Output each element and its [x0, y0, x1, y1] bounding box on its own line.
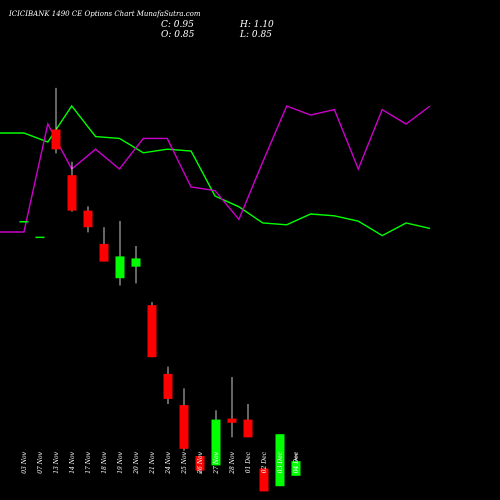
low-label: L: 0.85 — [239, 30, 272, 40]
date-label: 13 Nov — [53, 451, 60, 473]
candle-body — [275, 434, 285, 487]
date-label: 20 Nov — [133, 451, 140, 474]
high-label: H: 1.10 — [239, 20, 274, 30]
candle-body — [211, 419, 221, 466]
open-label: O: 0.85 — [161, 30, 195, 40]
candle-body — [243, 419, 253, 438]
date-labels: 03 Nov 07 Nov 13 Nov 14 Nov 17 Nov 18 Nov 19 N… — [21, 451, 300, 474]
date-label: 21 Nov — [149, 451, 156, 474]
date-label: 07 Nov — [37, 451, 44, 473]
candle-body — [147, 305, 157, 358]
date-label: 03 Nov — [21, 451, 28, 473]
candle-body — [259, 468, 269, 492]
candle-body — [227, 418, 237, 423]
candle-body — [115, 256, 125, 279]
candle-body — [179, 405, 189, 449]
date-label: 24 Nov — [165, 451, 172, 474]
date-label: 04 Dec — [293, 451, 300, 473]
candle-body — [163, 373, 173, 399]
candles — [19, 87, 301, 492]
candle-body — [51, 129, 61, 150]
date-label: 01 Dec — [245, 451, 252, 473]
date-label: 28 Nov — [229, 451, 236, 474]
candle-body — [99, 243, 109, 262]
date-label: 03 Dec — [277, 451, 284, 473]
date-label: 02 Dec — [261, 451, 268, 473]
candle-body — [19, 221, 29, 223]
candle-body — [35, 236, 45, 239]
date-label: 19 Nov — [117, 451, 124, 473]
chart-title: ICICIBANK 1490 CE Options Chart MunafaSu… — [8, 10, 201, 18]
date-label: 26 Nov — [197, 451, 204, 474]
candle-body — [291, 461, 301, 476]
date-label: 25 Nov — [181, 451, 188, 474]
candle-body — [83, 210, 93, 228]
date-label: 27 Nov — [213, 451, 220, 474]
candle-body — [131, 258, 141, 267]
close-label: C: 0.95 — [161, 20, 194, 30]
date-label: 14 Nov — [69, 451, 76, 473]
candle-body — [195, 456, 205, 471]
date-label: 18 Nov — [101, 451, 108, 473]
series-line-1 — [0, 104, 431, 237]
date-label: 17 Nov — [85, 451, 92, 473]
candle-body — [67, 175, 77, 211]
